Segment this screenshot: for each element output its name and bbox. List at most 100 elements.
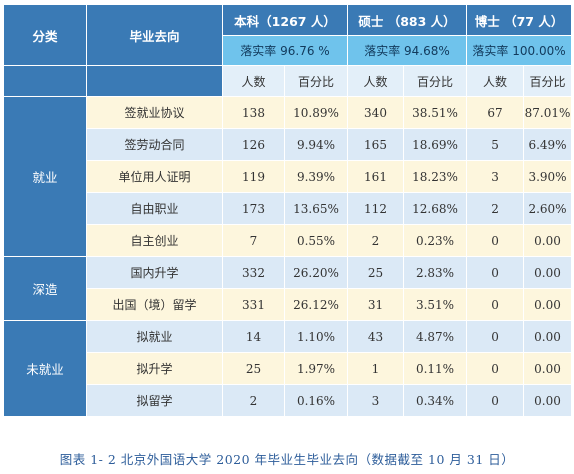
cell: 2 xyxy=(222,384,285,417)
cell: 0.11% xyxy=(402,352,468,385)
cell: 0.00 xyxy=(523,224,573,257)
table-row: 就业 签就业协议 138 10.89% 340 38.51% 67 87.01% xyxy=(3,96,573,257)
table-row: 深造 国内升学 332 26.20% 25 2.83% 0 0.00 xyxy=(3,256,573,321)
cell: 10.89% xyxy=(284,96,348,129)
cell: 1.10% xyxy=(284,320,348,353)
sub-bachelor-pct: 百分比 xyxy=(284,65,348,97)
row-label: 拟升学 xyxy=(86,352,223,385)
cell: 0 xyxy=(466,256,525,289)
table-row: 未就业 拟就业 14 1.10% 43 4.87% 0 0.00 xyxy=(3,320,573,417)
cell: 12.68% xyxy=(402,192,468,225)
table-row: 拟留学 2 0.16% 3 0.34% 0 0.00 xyxy=(4,384,573,417)
cell: 0 xyxy=(466,352,525,385)
cell: 31 xyxy=(347,288,404,321)
header-destination-cont xyxy=(86,65,223,97)
cell: 0 xyxy=(466,288,525,321)
cell: 0 xyxy=(466,384,525,417)
row-label: 签就业协议 xyxy=(86,96,223,129)
rate-doctor: 落实率 100.00% xyxy=(466,35,573,66)
cell: 331 xyxy=(222,288,285,321)
table-caption: 图表 1- 2 北京外国语大学 2020 年毕业生毕业去向（数据截至 10 月 … xyxy=(59,452,515,467)
cell: 18.23% xyxy=(402,160,468,193)
cell: 87.01% xyxy=(523,96,573,129)
cell: 0.00 xyxy=(523,288,573,321)
sub-doctor-pct: 百分比 xyxy=(523,65,573,97)
group-further-study: 深造 xyxy=(3,256,87,321)
header-bachelor: 本科（1267 人） xyxy=(222,4,348,36)
cell: 138 xyxy=(222,96,285,129)
sub-bachelor-count: 人数 xyxy=(222,65,285,97)
sub-doctor-count: 人数 xyxy=(466,65,525,97)
row-label: 拟留学 xyxy=(86,384,223,417)
cell: 67 xyxy=(466,96,525,129)
row-label: 签劳动合同 xyxy=(86,128,223,161)
header-destination: 毕业去向 xyxy=(86,4,223,66)
cell: 173 xyxy=(222,192,285,225)
cell: 6.49% xyxy=(523,128,573,161)
cell: 332 xyxy=(222,256,285,289)
row-label: 国内升学 xyxy=(86,256,223,289)
cell: 2.60% xyxy=(523,192,573,225)
cell: 165 xyxy=(347,128,404,161)
cell: 4.87% xyxy=(402,320,468,353)
cell: 26.20% xyxy=(284,256,348,289)
cell: 161 xyxy=(347,160,404,193)
table-row: 拟升学 25 1.97% 1 0.11% 0 0.00 xyxy=(4,352,573,385)
cell: 126 xyxy=(222,128,285,161)
destination-table: 分类 毕业去向 本科（1267 人） 硕士 （883 人） 博士 （77 人） … xyxy=(3,4,573,417)
cell: 25 xyxy=(347,256,404,289)
table-row: 自主创业 7 0.55% 2 0.23% 0 0.00 xyxy=(4,224,573,257)
cell: 0.34% xyxy=(402,384,468,417)
cell: 3.51% xyxy=(402,288,468,321)
group-employed: 就业 xyxy=(3,96,87,257)
group-unemployed: 未就业 xyxy=(3,320,87,417)
table-row: 出国（境）留学 331 26.12% 31 3.51% 0 0.00 xyxy=(4,288,573,321)
header-master: 硕士 （883 人） xyxy=(346,4,468,36)
cell: 25 xyxy=(222,352,285,385)
cell: 0.00 xyxy=(523,352,573,385)
cell: 0 xyxy=(466,224,525,257)
table-row: 单位用人证明 119 9.39% 161 18.23% 3 3.90% xyxy=(4,160,573,193)
cell: 5 xyxy=(466,128,525,161)
rate-bachelor: 落实率 96.76 % xyxy=(222,35,348,66)
cell: 0.00 xyxy=(523,320,573,353)
rate-master: 落实率 94.68% xyxy=(346,35,468,66)
row-label: 自主创业 xyxy=(86,224,223,257)
cell: 7 xyxy=(222,224,285,257)
cell: 0.16% xyxy=(284,384,348,417)
cell: 9.94% xyxy=(284,128,348,161)
header-category: 分类 xyxy=(3,4,87,66)
cell: 2.83% xyxy=(402,256,468,289)
cell: 13.65% xyxy=(284,192,348,225)
cell: 38.51% xyxy=(402,96,468,129)
row-label: 自由职业 xyxy=(86,192,223,225)
cell: 0.23% xyxy=(402,224,468,257)
header-doctor: 博士 （77 人） xyxy=(466,4,573,36)
cell: 0.00 xyxy=(523,384,573,417)
cell: 14 xyxy=(222,320,285,353)
cell: 340 xyxy=(347,96,404,129)
cell: 2 xyxy=(347,224,404,257)
cell: 18.69% xyxy=(402,128,468,161)
cell: 112 xyxy=(347,192,404,225)
cell: 0 xyxy=(466,320,525,353)
cell: 2 xyxy=(466,192,525,225)
row-label: 单位用人证明 xyxy=(86,160,223,193)
cell: 9.39% xyxy=(284,160,348,193)
cell: 0.00 xyxy=(523,256,573,289)
table-row: 签劳动合同 126 9.94% 165 18.69% 5 6.49% xyxy=(4,128,573,161)
cell: 0.55% xyxy=(284,224,348,257)
cell: 1 xyxy=(347,352,404,385)
cell: 1.97% xyxy=(284,352,348,385)
cell: 119 xyxy=(222,160,285,193)
sub-master-count: 人数 xyxy=(347,65,404,97)
table-row: 自由职业 173 13.65% 112 12.68% 2 2.60% xyxy=(4,192,573,225)
row-label: 拟就业 xyxy=(86,320,223,353)
cell: 3 xyxy=(466,160,525,193)
header-category-cont xyxy=(3,65,87,97)
sub-master-pct: 百分比 xyxy=(402,65,468,97)
row-label: 出国（境）留学 xyxy=(86,288,223,321)
cell: 3.90% xyxy=(523,160,573,193)
cell: 26.12% xyxy=(284,288,348,321)
cell: 43 xyxy=(347,320,404,353)
